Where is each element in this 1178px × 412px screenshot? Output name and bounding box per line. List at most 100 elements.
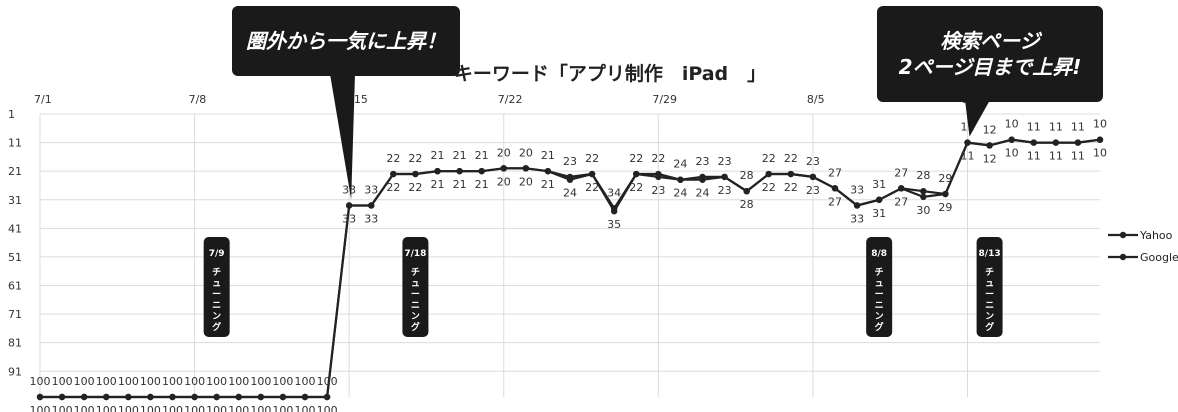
point-google [743, 187, 750, 195]
tuning-tag-char: ニ [411, 301, 420, 311]
point-google [655, 173, 662, 181]
legend-marker [1119, 231, 1127, 239]
data-label-google: 22 [408, 181, 422, 194]
data-label-yahoo: 31 [872, 178, 886, 191]
point-google [765, 170, 772, 178]
data-label-google: 10 [1093, 147, 1107, 160]
point-google [257, 393, 265, 401]
tuning-tag [976, 237, 1003, 337]
data-label-google: 100 [228, 404, 249, 412]
tuning-tag-char: ー [212, 290, 221, 300]
y-tick-label: 41 [8, 222, 22, 235]
data-label-yahoo: 23 [563, 155, 577, 168]
data-label-google: 21 [475, 178, 489, 191]
data-label-google: 22 [629, 181, 643, 194]
x-tick-label: 7/29 [652, 93, 677, 106]
point-google [412, 170, 419, 178]
data-label-yahoo: 100 [140, 375, 161, 388]
point-google [1074, 139, 1082, 146]
data-label-yahoo: 29 [938, 172, 952, 185]
legend-label-google: Google [1140, 251, 1178, 264]
data-label-yahoo: 10 [1093, 118, 1107, 131]
data-label-yahoo: 28 [740, 169, 754, 182]
data-label-google: 11 [1049, 150, 1063, 163]
point-google [58, 393, 66, 401]
chart-title: キーワード「アプリ制作 iPad 」 [454, 62, 766, 85]
data-label-google: 33 [850, 212, 864, 225]
data-label-google: 23 [718, 184, 732, 197]
x-tick-label: 8/5 [807, 93, 825, 106]
x-tick-label: 7/22 [498, 93, 523, 106]
data-label-google: 100 [74, 404, 95, 412]
data-label-yahoo: 27 [828, 166, 842, 179]
tuning-tag-date: 7/9 [209, 249, 225, 259]
data-label-google: 11 [1071, 150, 1085, 163]
point-google [920, 193, 927, 201]
legend-label-yahoo: Yahoo [1139, 229, 1173, 242]
data-label-google: 100 [118, 404, 139, 412]
point-google [301, 393, 309, 401]
tuning-tag-char: ー [411, 290, 420, 300]
data-label-yahoo: 23 [696, 155, 710, 168]
point-google [500, 165, 507, 172]
x-axis: 7/17/87/157/227/298/58/12 [34, 93, 986, 106]
point-google [235, 393, 242, 401]
point-google [898, 185, 905, 192]
legend-marker [1119, 253, 1127, 261]
point-google [522, 165, 530, 172]
point-google [147, 393, 154, 401]
point-google [191, 393, 198, 401]
point-google [478, 167, 485, 175]
tuning-tag [203, 237, 230, 337]
tuning-tag-char: チ [212, 267, 221, 278]
data-label-yahoo: 34 [607, 186, 621, 199]
tuning-tag-char: ニ [212, 301, 221, 311]
data-label-yahoo: 100 [96, 375, 117, 388]
data-label-google: 22 [585, 181, 599, 194]
data-label-google: 100 [184, 404, 205, 412]
data-label-yahoo: 24 [673, 158, 687, 171]
point-google [456, 167, 463, 175]
point-google [1008, 136, 1015, 143]
point-google [323, 393, 331, 401]
data-label-yahoo: 21 [475, 149, 489, 162]
tuning-tag-char: チ [985, 267, 994, 278]
tuning-tag-char: ュ [985, 279, 994, 289]
point-google [831, 185, 839, 192]
data-label-yahoo: 100 [74, 375, 95, 388]
data-label-yahoo: 100 [30, 375, 51, 388]
data-label-google: 30 [916, 204, 930, 217]
callout-text: 圏外から一気に上昇！ [246, 29, 446, 53]
tuning-tag-char: ー [875, 290, 884, 300]
data-label-google: 22 [386, 181, 400, 194]
data-label-yahoo: 11 [1027, 121, 1041, 134]
tuning-tag-date: 8/13 [979, 249, 1001, 259]
data-label-google: 31 [872, 207, 886, 220]
data-label-google: 29 [938, 201, 952, 214]
tuning-tag-char: ン [985, 311, 994, 322]
point-google [390, 170, 397, 178]
point-google [36, 393, 44, 401]
tuning-tag-char: ン [875, 311, 884, 322]
point-google [964, 139, 971, 146]
y-tick-label: 81 [8, 337, 22, 350]
data-label-yahoo: 100 [206, 375, 227, 388]
point-google [809, 173, 817, 181]
point-google [434, 167, 441, 175]
tuning-tag [866, 237, 893, 337]
tuning-tag-char: ュ [212, 279, 221, 289]
data-label-yahoo: 27 [894, 166, 908, 179]
point-google [103, 393, 110, 401]
data-label-yahoo: 20 [497, 146, 511, 159]
point-google [345, 202, 353, 209]
tuning-tag-date: 7/18 [404, 249, 426, 259]
series-layer [36, 136, 1104, 401]
data-label-yahoo: 100 [250, 375, 271, 388]
data-label-google: 22 [762, 181, 776, 194]
tuning-tag-char: ー [985, 290, 994, 300]
data-label-yahoo: 23 [718, 155, 732, 168]
point-google [721, 173, 728, 181]
tuning-tag-char: ニ [875, 301, 884, 311]
data-label-yahoo: 23 [806, 155, 820, 168]
